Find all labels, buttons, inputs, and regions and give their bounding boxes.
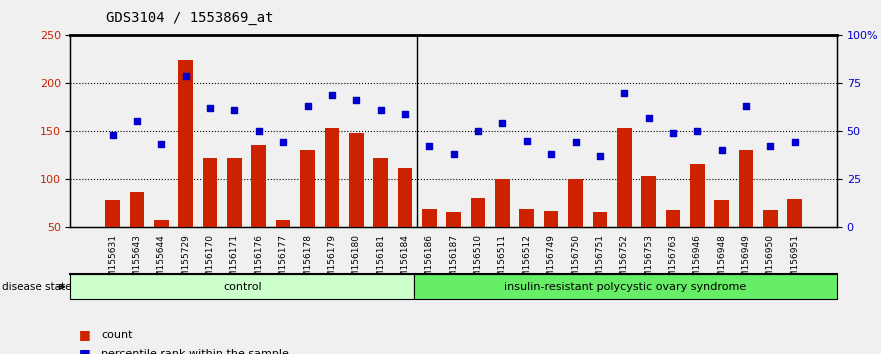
- Point: [422, 143, 436, 149]
- Point: [471, 128, 485, 134]
- Point: [520, 138, 534, 143]
- Text: ■: ■: [79, 328, 91, 341]
- Bar: [690, 164, 705, 227]
- Point: [788, 139, 802, 145]
- Point: [544, 151, 559, 157]
- Bar: [227, 158, 241, 227]
- Point: [739, 103, 753, 109]
- Point: [349, 98, 363, 103]
- Point: [179, 73, 193, 78]
- Bar: [617, 128, 632, 227]
- Point: [398, 111, 412, 116]
- Point: [666, 130, 680, 136]
- Point: [691, 128, 705, 134]
- Bar: [520, 209, 534, 227]
- Bar: [763, 210, 778, 227]
- Point: [714, 147, 729, 153]
- Bar: [276, 220, 291, 227]
- Point: [227, 107, 241, 113]
- Point: [154, 142, 168, 147]
- Bar: [470, 198, 485, 227]
- Bar: [203, 158, 218, 227]
- Point: [300, 103, 315, 109]
- Point: [374, 107, 388, 113]
- Bar: [349, 133, 364, 227]
- Point: [495, 120, 509, 126]
- Point: [130, 119, 144, 124]
- Bar: [544, 211, 559, 227]
- Point: [106, 132, 120, 138]
- Bar: [324, 128, 339, 227]
- Bar: [739, 150, 753, 227]
- Bar: [593, 212, 607, 227]
- Text: GDS3104 / 1553869_at: GDS3104 / 1553869_at: [106, 11, 273, 25]
- Bar: [641, 176, 656, 227]
- Point: [325, 92, 339, 97]
- Bar: [422, 209, 437, 227]
- Bar: [788, 199, 802, 227]
- Bar: [666, 210, 680, 227]
- Bar: [106, 200, 120, 227]
- Bar: [154, 220, 168, 227]
- Text: insulin-resistant polycystic ovary syndrome: insulin-resistant polycystic ovary syndr…: [505, 282, 746, 292]
- Point: [447, 151, 461, 157]
- Point: [568, 139, 582, 145]
- Bar: [495, 179, 510, 227]
- Bar: [130, 192, 144, 227]
- Text: control: control: [223, 282, 262, 292]
- Bar: [251, 145, 266, 227]
- Point: [252, 128, 266, 134]
- Point: [618, 90, 632, 96]
- Text: disease state: disease state: [2, 282, 71, 292]
- Point: [764, 143, 778, 149]
- Bar: [447, 212, 461, 227]
- Bar: [568, 179, 583, 227]
- Point: [593, 153, 607, 159]
- Point: [203, 105, 217, 111]
- Point: [641, 115, 655, 120]
- Bar: [374, 158, 388, 227]
- Bar: [714, 200, 729, 227]
- Bar: [397, 168, 412, 227]
- Text: ■: ■: [79, 348, 91, 354]
- Text: percentile rank within the sample: percentile rank within the sample: [101, 349, 289, 354]
- Bar: [179, 60, 193, 227]
- Point: [276, 139, 290, 145]
- Bar: [300, 150, 315, 227]
- Text: count: count: [101, 330, 133, 339]
